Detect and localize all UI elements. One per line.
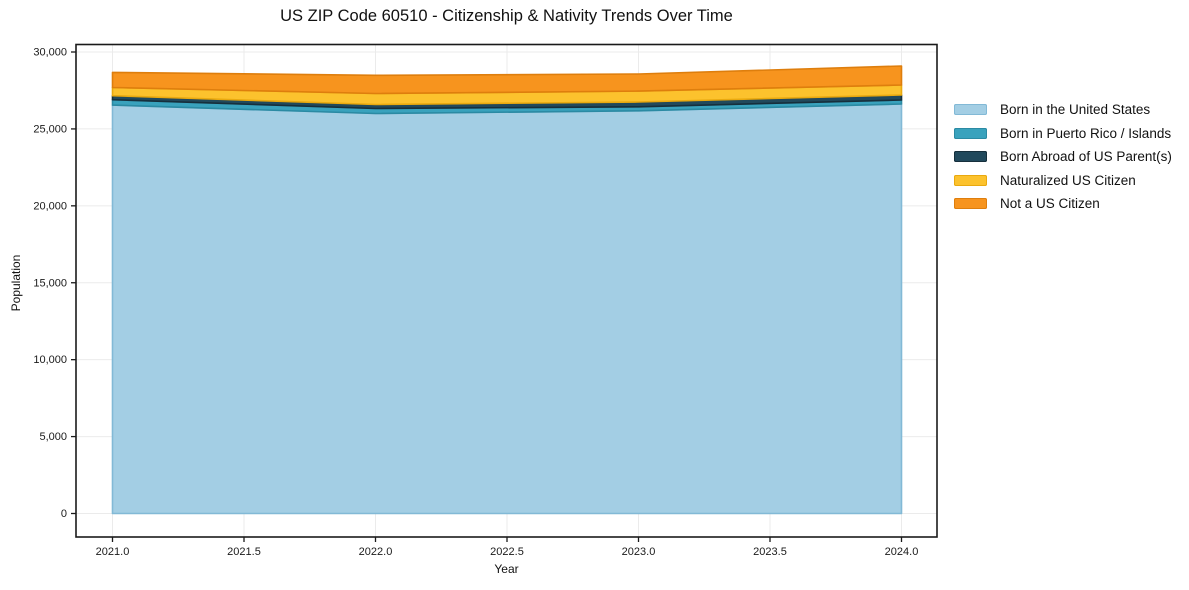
y-tick-label: 5,000 bbox=[39, 431, 67, 443]
y-tick-label: 25,000 bbox=[33, 123, 67, 135]
y-tick-label: 30,000 bbox=[33, 47, 67, 59]
legend-swatch bbox=[954, 198, 987, 209]
y-axis-label: Population bbox=[9, 254, 23, 312]
y-tick-label: 0 bbox=[61, 508, 67, 520]
x-tick-label: 2021.0 bbox=[96, 546, 130, 558]
y-tick-label: 20,000 bbox=[33, 200, 67, 212]
x-tick-label: 2022.5 bbox=[490, 546, 524, 558]
x-tick-label: 2023.0 bbox=[622, 546, 656, 558]
legend-item-born-in-the-united-states: Born in the United States bbox=[954, 101, 1172, 118]
legend-swatch bbox=[954, 127, 987, 139]
legend-swatch bbox=[954, 104, 987, 115]
chart-title: US ZIP Code 60510 - Citizenship & Nativi… bbox=[280, 7, 733, 25]
x-tick-label: 2021.5 bbox=[227, 546, 261, 558]
x-tick-label: 2023.5 bbox=[753, 546, 787, 558]
legend-swatch bbox=[954, 174, 987, 186]
legend: Born in the United States Born in Puerto … bbox=[954, 101, 1172, 212]
area-born-in-the-united-states bbox=[111, 103, 903, 515]
legend-label: Born Abroad of US Parent(s) bbox=[1000, 149, 1172, 164]
legend-label: Born in the United States bbox=[1000, 102, 1151, 117]
y-tick-label: 10,000 bbox=[33, 354, 67, 366]
x-tick-label: 2024.0 bbox=[885, 546, 919, 558]
x-tick-label: 2022.0 bbox=[359, 546, 393, 558]
legend-item-born-abroad-of-us-parent-s: Born Abroad of US Parent(s) bbox=[954, 148, 1172, 165]
area-not-a-us-citizen bbox=[111, 65, 903, 95]
y-tick-label: 15,000 bbox=[33, 277, 67, 289]
legend-label: Naturalized US Citizen bbox=[1000, 172, 1136, 188]
x-axis-label: Year bbox=[494, 562, 519, 576]
legend-swatch bbox=[954, 151, 987, 162]
legend-item-born-in-puerto-rico-islands: Born in Puerto Rico / Islands bbox=[954, 125, 1172, 142]
legend-item-naturalized-us-citizen: Naturalized US Citizen bbox=[954, 172, 1172, 189]
legend-label: Not a US Citizen bbox=[1000, 196, 1100, 211]
legend-item-not-a-us-citizen: Not a US Citizen bbox=[954, 195, 1172, 212]
legend-label: Born in Puerto Rico / Islands bbox=[1000, 125, 1172, 141]
